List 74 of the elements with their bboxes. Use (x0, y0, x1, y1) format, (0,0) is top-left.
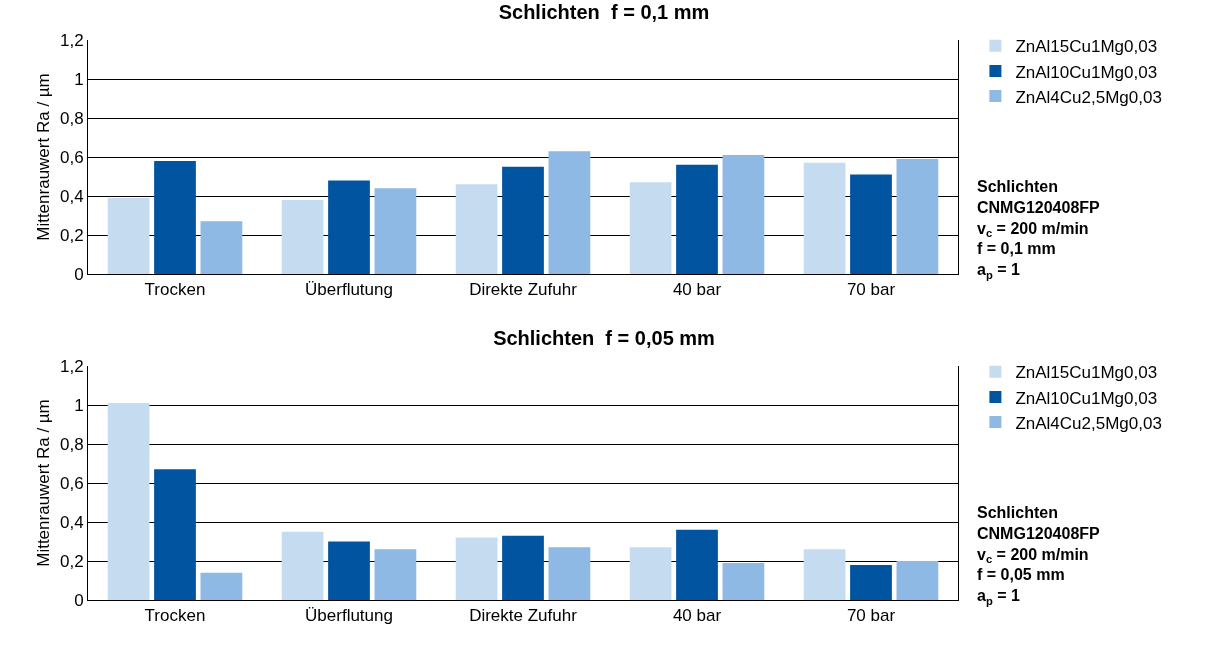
x-tick-label: Direkte Zufuhr (469, 280, 578, 300)
chart-title: Schlichten f = 0,05 mm (493, 326, 715, 349)
bar (722, 155, 765, 274)
x-tick-label: Überflutung (305, 280, 393, 300)
bar (676, 529, 718, 600)
text: v$_{c}$ = 200 m/min (977, 545, 1089, 565)
y-tick-label: 1,2 (59, 30, 84, 50)
y-tick-label: 1 (74, 69, 84, 89)
x-tick-label: 40 bar (672, 280, 722, 300)
y-tick-label: 0,4 (59, 512, 84, 532)
text: v$_{c}$ = 200 m/min (977, 219, 1089, 239)
text: Schlichten (977, 178, 1058, 195)
bar (548, 151, 591, 274)
y-tick-label: 0,4 (59, 186, 84, 206)
text: a$_{p}$ = 1 (977, 587, 1020, 607)
bar (154, 469, 196, 600)
bar (281, 531, 324, 600)
bar (803, 549, 846, 600)
y-tick-label: 0 (74, 590, 84, 610)
text: f = 0,05 mm (977, 566, 1065, 584)
y-tick-label: 0 (74, 264, 84, 284)
x-tick-label: Überflutung (305, 606, 393, 626)
y-tick-label: 0,8 (59, 434, 84, 454)
y-tick-label: 0,6 (59, 473, 84, 493)
bar (896, 561, 939, 600)
x-tick-label: 70 bar (846, 606, 896, 626)
bar (374, 549, 417, 600)
bar (374, 188, 417, 274)
bar (107, 197, 150, 274)
bar (502, 535, 544, 600)
bar (154, 160, 196, 274)
text: CNMG120408FP (977, 524, 1101, 542)
bar (200, 221, 243, 274)
bar (803, 162, 846, 274)
y-axis-title: Mittenrauwert Ra / µm (33, 73, 53, 241)
bar (455, 537, 498, 600)
x-tick-label: 70 bar (846, 280, 896, 300)
y-tick-label: 0,6 (59, 147, 84, 167)
legend-label: ZnAl4Cu2,5Mg0,03 (1015, 413, 1162, 433)
x-tick-label: Trocken (144, 280, 206, 300)
bar (328, 541, 370, 600)
bar (850, 564, 892, 600)
bar (850, 174, 892, 274)
x-tick-label: 40 bar (672, 606, 722, 626)
legend-label: ZnAl15Cu1Mg0,03 (1015, 37, 1158, 57)
y-tick-label: 1 (74, 395, 84, 415)
y-tick-label: 1,2 (59, 356, 84, 376)
bar (200, 572, 243, 600)
bar (328, 180, 370, 274)
y-tick-label: 0,8 (59, 108, 84, 128)
legend-label: ZnAl10Cu1Mg0,03 (1015, 388, 1158, 408)
y-tick-label: 0,2 (59, 225, 84, 245)
bar (629, 182, 672, 274)
bar (502, 166, 544, 274)
y-tick-label: 0,2 (59, 551, 84, 571)
legend-label: ZnAl4Cu2,5Mg0,03 (1015, 87, 1162, 107)
text: CNMG120408FP (977, 198, 1101, 216)
text: a$_{p}$ = 1 (977, 261, 1020, 281)
legend-label: ZnAl15Cu1Mg0,03 (1015, 363, 1158, 383)
bar (629, 547, 672, 600)
bar (896, 158, 939, 274)
bar (107, 403, 150, 600)
bar (676, 164, 718, 274)
legend-label: ZnAl10Cu1Mg0,03 (1015, 62, 1158, 82)
bar (548, 547, 591, 600)
x-tick-label: Direkte Zufuhr (469, 606, 578, 626)
chart-title: Schlichten f = 0,1 mm (498, 0, 710, 23)
bar (455, 184, 498, 274)
y-axis-title: Mittenrauwert Ra / µm (33, 399, 53, 567)
text: f = 0,1 mm (977, 240, 1056, 258)
text: Schlichten (977, 504, 1058, 521)
bar (722, 562, 765, 600)
x-tick-label: Trocken (144, 606, 206, 626)
bar (281, 199, 324, 274)
